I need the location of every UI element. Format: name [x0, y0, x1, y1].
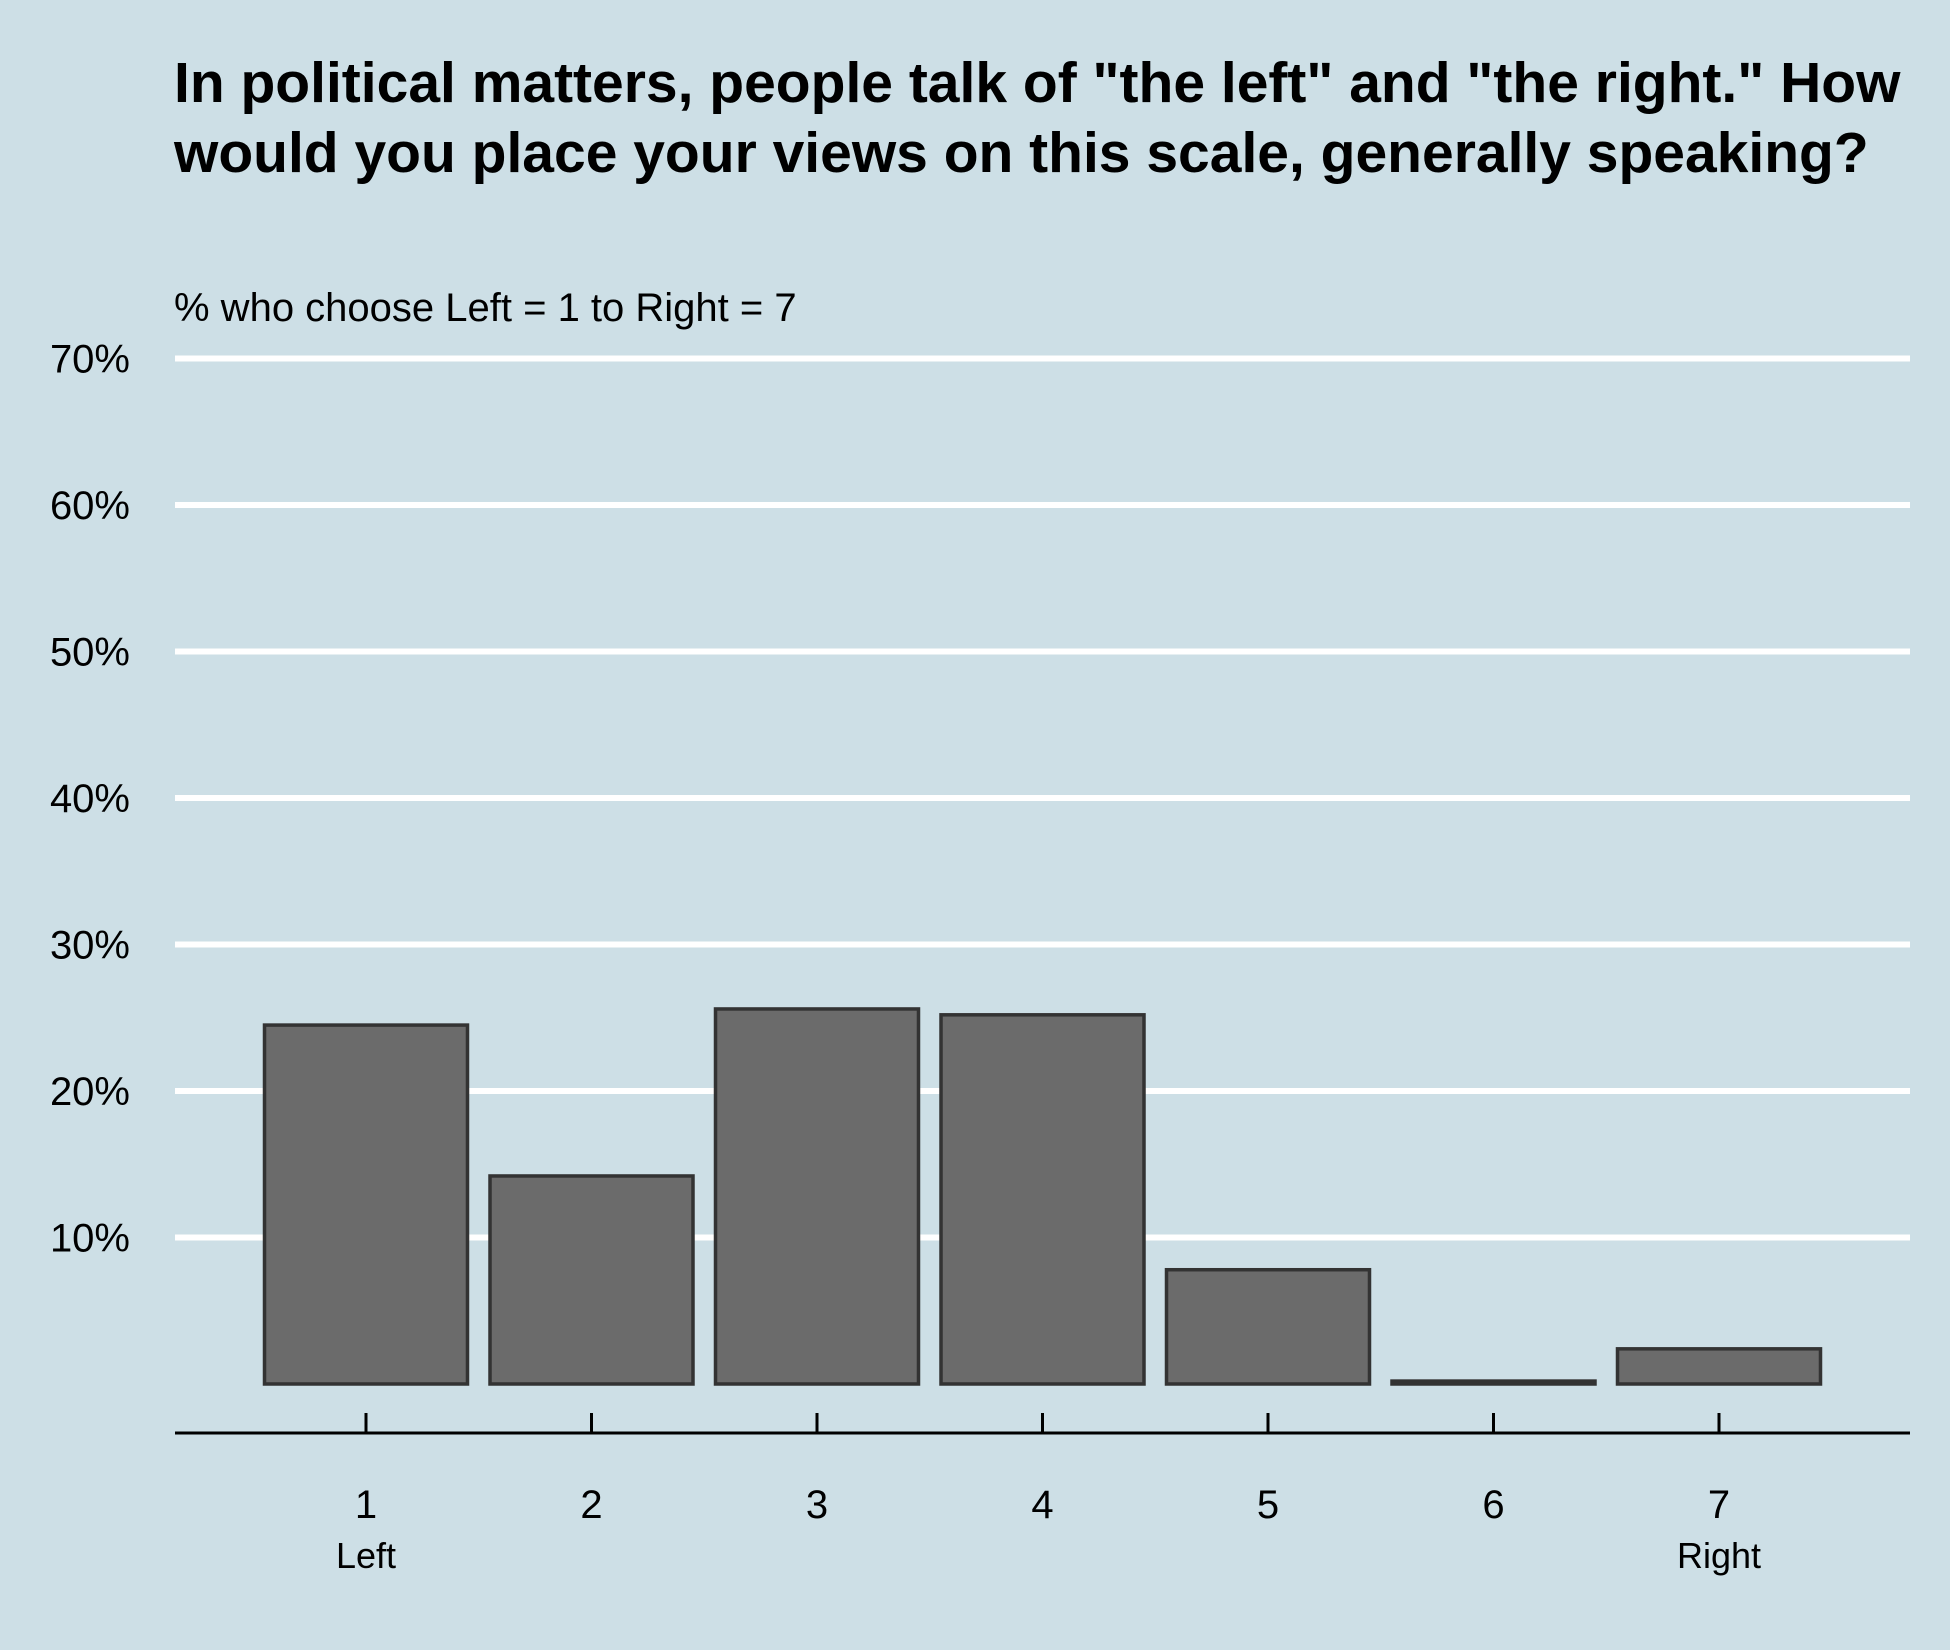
chart-subtitle: % who choose Left = 1 to Right = 7 [174, 286, 797, 330]
y-tick-label: 60% [50, 484, 130, 528]
bar-2 [488, 1174, 695, 1386]
x-tick-label: 4 [1031, 1483, 1053, 1527]
y-tick-label: 40% [50, 777, 130, 821]
x-tick-label: 1 [355, 1483, 377, 1527]
y-tick-label: 10% [50, 1217, 130, 1261]
bar-1 [262, 1023, 470, 1386]
y-tick-label: 50% [50, 631, 130, 675]
x-tick-label: 6 [1482, 1483, 1504, 1527]
bar-3 [713, 1007, 921, 1386]
x-tick-label: 5 [1257, 1483, 1279, 1527]
y-tick-label: 30% [50, 924, 130, 968]
chart-title: In political matters, people talk of "th… [174, 51, 1901, 185]
bar-4 [939, 1013, 1146, 1386]
y-tick-label: 20% [50, 1070, 130, 1114]
x-tick-label: 3 [806, 1483, 828, 1527]
bar-7 [1615, 1347, 1823, 1386]
x-tick-sublabel-right: Right [1677, 1535, 1761, 1576]
x-tick-label: 2 [580, 1483, 602, 1527]
x-tick-label: 7 [1708, 1483, 1730, 1527]
x-tick-sublabel-left: Left [336, 1535, 396, 1576]
y-tick-label: 70% [50, 338, 130, 382]
bar-6 [1390, 1379, 1597, 1386]
bar-5 [1164, 1267, 1372, 1386]
